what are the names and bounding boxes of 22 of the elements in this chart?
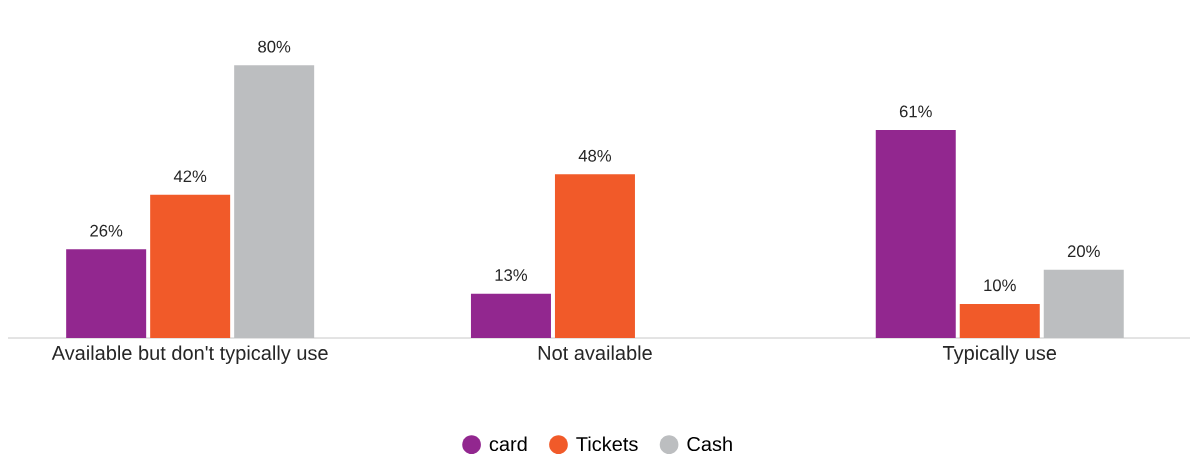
data-label: 26% xyxy=(90,224,123,237)
data-label: 48% xyxy=(578,149,612,162)
data-label: 80% xyxy=(258,40,291,53)
x-tick-label: Available but don't typically use xyxy=(51,345,328,365)
bar xyxy=(959,303,1040,338)
x-tick-label: Typically use xyxy=(942,345,1057,365)
bar xyxy=(234,65,315,338)
bar xyxy=(66,249,147,338)
data-label: 13% xyxy=(495,269,528,281)
bar xyxy=(554,174,635,338)
data-label: 42% xyxy=(173,170,207,183)
bar xyxy=(1043,269,1124,338)
legend-label: Tickets xyxy=(576,436,638,452)
legend-label: card xyxy=(489,436,527,452)
bar xyxy=(150,194,231,338)
legend-label: Cash xyxy=(687,436,732,452)
x-tick-label: Not available xyxy=(538,345,652,361)
bar xyxy=(470,293,551,338)
bar xyxy=(875,130,956,338)
data-label: 20% xyxy=(1067,245,1100,258)
data-label: 10% xyxy=(984,279,1016,292)
data-label: 61% xyxy=(899,105,932,118)
